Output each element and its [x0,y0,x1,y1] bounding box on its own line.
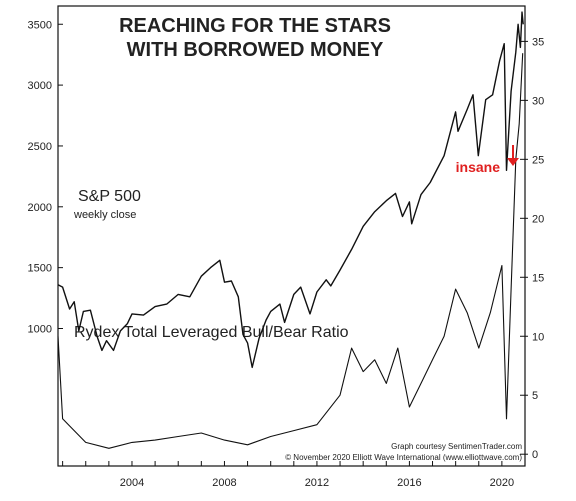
chart-title-line-1: REACHING FOR THE STARS [119,15,391,37]
annotation-arrow [507,145,519,166]
sp500-sublabel: weekly close [73,209,136,221]
rydex-ratio-line [57,53,524,449]
chart-marks: 1000 1500 2000 2500 3000 3500 0 5 10 15 20 25 30 35 20… [28,11,544,489]
chart-title-line-2: WITH BORROWED MONEY [127,39,384,61]
credit-line-1: Graph courtesy SentimenTrader.com [391,442,522,451]
x-tick-label: 2020 [490,477,514,489]
sp500-label: S&P 500 [78,188,141,205]
x-tick-label: 2008 [212,477,236,489]
sp500-line [57,11,524,369]
y-left-tick-label: 1000 [28,323,52,335]
y-right-tick-label: 10 [532,331,544,343]
y-left-tick-label: 2000 [28,202,52,214]
plot-frame [57,5,526,467]
y-right-tick-label: 25 [532,154,544,166]
y-right-tick-label: 30 [532,95,544,107]
credit-line-2: © November 2020 Elliott Wave Internation… [285,453,522,462]
annotation-insane: insane [456,159,501,175]
y-right-tick-label: 0 [532,449,538,461]
x-tick-label: 2012 [305,477,329,489]
rydex-label: Rydex Total Leveraged Bull/Bear Ratio [74,324,349,341]
y-right-tick-label: 5 [532,390,538,402]
y-right-tick-label: 20 [532,213,544,225]
y-left-tick-label: 2500 [28,141,52,153]
y-left-tick-label: 1500 [28,263,52,275]
y-right-tick-label: 15 [532,272,544,284]
y-right-tick-label: 35 [532,36,544,48]
x-tick-label: 2016 [397,477,421,489]
x-tick-label: 2004 [120,477,144,489]
y-left-tick-label: 3500 [28,19,52,31]
y-left-tick-label: 3000 [28,80,52,92]
